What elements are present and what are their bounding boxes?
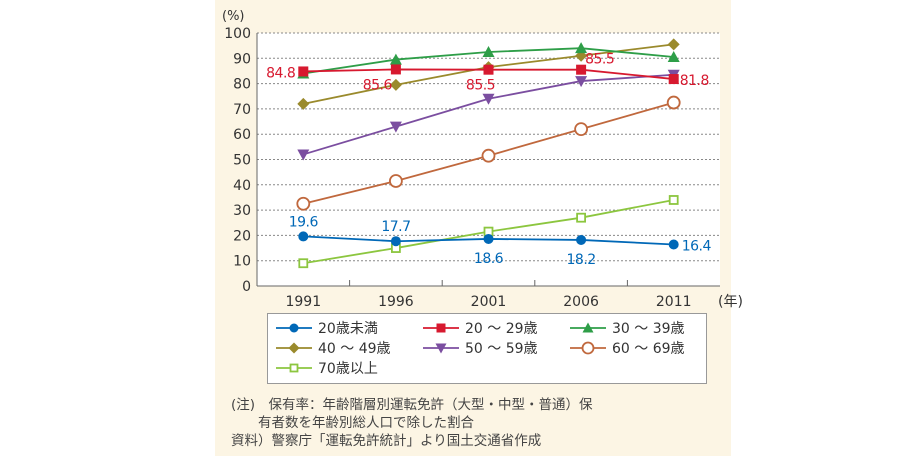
data-label: 18.6 (474, 251, 504, 267)
note-line-2: 有者数を年齢別総人口で除した割合 (231, 415, 474, 431)
y-tick-label: 60 (233, 127, 251, 143)
marker-square (298, 66, 309, 77)
note-line-3: 資料）警察庁「運転免許統計」より国土交通省作成 (231, 433, 542, 449)
marker-circle (289, 323, 299, 333)
legend-item: 60 〜 69歳 (570, 338, 685, 358)
marker-triangle-up (667, 51, 680, 63)
marker-square (668, 74, 679, 85)
legend-label: 40 〜 49歳 (318, 341, 391, 357)
marker-square (576, 64, 587, 75)
y-tick-label: 80 (233, 77, 251, 93)
x-tick-label: 2011 (656, 294, 692, 310)
legend-label: 60 〜 69歳 (612, 341, 685, 357)
x-tick-label: 2001 (471, 294, 507, 310)
marker-square (483, 64, 494, 75)
marker-triangle-up (389, 53, 402, 65)
series-0 (298, 231, 679, 250)
marker-square (436, 323, 446, 333)
marker-triangle-down (575, 76, 588, 88)
y-tick-label: 10 (233, 254, 251, 270)
legend-label: 20歳未満 (318, 321, 378, 337)
legend-item: 30 〜 39歳 (570, 318, 685, 338)
marker-triangle-down (297, 149, 310, 161)
data-label: 81.8 (680, 73, 709, 89)
data-label: 85.6 (363, 77, 393, 93)
legend: 20歳未満 20 〜 29歳 30 〜 39歳 40 〜 49歳 50 〜 59歳 60 … (267, 313, 707, 384)
legend-label: 30 〜 39歳 (612, 321, 685, 337)
series-5 (296, 95, 681, 211)
marker-triangle-up (482, 45, 495, 57)
marker-diamond (297, 97, 310, 110)
legend-swatch-icon (276, 363, 312, 373)
legend-swatch-icon (423, 343, 459, 354)
legend-item: 20 〜 29歳 (423, 318, 538, 338)
data-label: 85.5 (466, 78, 495, 94)
y-tick-label: 30 (233, 203, 251, 219)
x-tick-label: 1996 (378, 294, 414, 310)
y-tick-label: 90 (233, 51, 251, 67)
marker-circle (576, 234, 587, 245)
marker-triangle-up (582, 322, 594, 333)
series-1 (298, 64, 679, 85)
marker-triangle-down (435, 343, 447, 354)
marker-open-circle (574, 122, 588, 137)
notes: (注) 保有率：年齢階層別運転免許（大型・中型・普通）保 有者数を年齢別総人口で… (231, 396, 593, 450)
marker-triangle-down (482, 93, 495, 105)
x-tick-label: 1991 (285, 294, 321, 310)
legend-label: 50 〜 59歳 (465, 341, 538, 357)
y-unit-label: (%) (222, 9, 245, 24)
data-label: 18.2 (567, 252, 596, 268)
marker-open-square (576, 212, 586, 223)
marker-open-circle (296, 196, 311, 211)
legend-swatch-icon (570, 322, 606, 333)
marker-diamond (389, 78, 402, 91)
x-tick-label: 2006 (563, 294, 599, 310)
legend-swatch-icon (423, 323, 459, 333)
data-label: 16.4 (682, 239, 712, 255)
line-chart: 0 10 20 30 40 50 60 70 80 90 100 1991 1996 2001 2006 20… (222, 9, 743, 310)
y-tick-label: 0 (242, 279, 251, 295)
legend-swatch-icon (276, 323, 312, 333)
marker-open-circle (666, 95, 681, 110)
marker-triangle-up (575, 42, 588, 54)
marker-circle (483, 233, 494, 244)
data-label: 84.8 (266, 65, 295, 81)
marker-open-circle (481, 148, 496, 163)
legend-swatch-icon (276, 342, 312, 354)
marker-open-circle (581, 341, 595, 355)
y-tick-label: 40 (233, 178, 251, 194)
marker-open-circle (388, 174, 403, 188)
marker-open-square (298, 258, 309, 269)
marker-triangle-down (389, 121, 402, 133)
marker-diamond (667, 38, 680, 51)
marker-open-square (668, 195, 679, 205)
y-tick-label: 50 (233, 153, 251, 169)
legend-label: 20 〜 29歳 (465, 321, 538, 337)
note-line-1: (注) 保有率：年齢階層別運転免許（大型・中型・普通）保 (231, 397, 593, 413)
data-label: 85.5 (585, 52, 614, 68)
legend-item: 20歳未満 (276, 318, 378, 338)
y-tick-label: 70 (233, 102, 251, 118)
marker-circle (298, 231, 309, 242)
y-tick-label: 100 (224, 26, 251, 42)
series-4 (297, 69, 680, 161)
x-unit-label: (年) (718, 294, 743, 310)
legend-item: 70歳以上 (276, 358, 378, 378)
marker-circle (390, 236, 401, 247)
data-label: 19.6 (289, 214, 319, 230)
y-tick-label: 20 (233, 228, 251, 244)
marker-circle (668, 239, 679, 250)
legend-item: 50 〜 59歳 (423, 338, 538, 358)
marker-diamond (288, 342, 300, 354)
marker-open-square (289, 363, 299, 373)
legend-label: 70歳以上 (318, 361, 378, 377)
marker-square (390, 64, 401, 75)
data-label: 17.7 (381, 219, 410, 235)
legend-swatch-icon (570, 341, 606, 355)
legend-item: 40 〜 49歳 (276, 338, 391, 358)
